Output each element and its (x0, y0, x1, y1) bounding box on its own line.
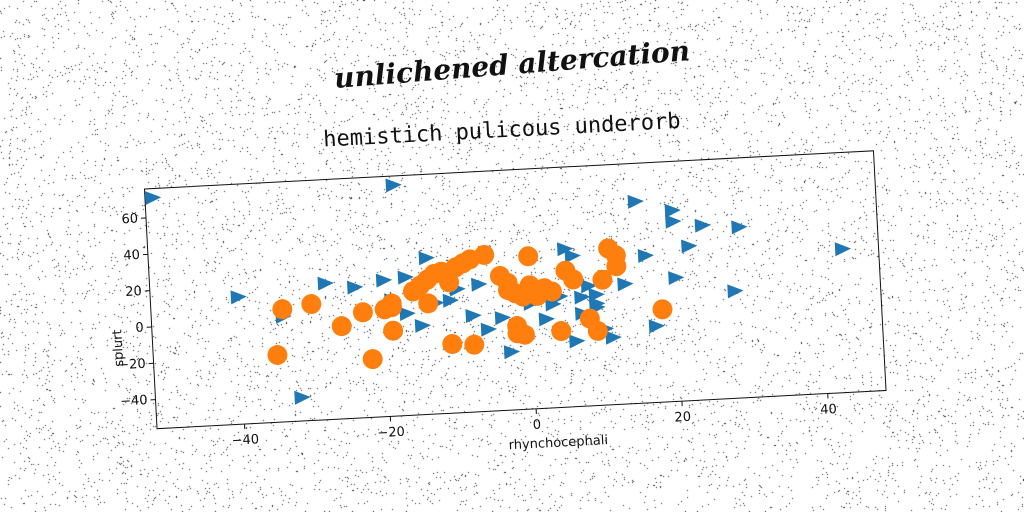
orange-circle-point (592, 269, 613, 290)
orange-circle-point (474, 244, 495, 265)
orange-circle-point (442, 334, 463, 355)
data-points (144, 178, 852, 405)
blue-triangle-point (727, 284, 744, 299)
orange-circle-point (439, 272, 460, 293)
blue-triangle-point (144, 191, 162, 206)
x-tick-label: 40 (820, 402, 837, 418)
y-axis-ticks: −40 −20 0 20 40 60 (118, 211, 156, 409)
orange-circle-point (362, 349, 383, 370)
blue-triangle-point (589, 297, 606, 312)
x-axis-ticks: −40 −20 0 20 40 (231, 393, 837, 449)
blue-triangle-point (317, 276, 334, 291)
y-tick-label: 20 (125, 284, 142, 300)
blue-triangle-point (375, 273, 393, 288)
blue-triangle-point (346, 280, 364, 295)
orange-circle-point (587, 320, 608, 341)
orange-circle-point (331, 316, 352, 337)
blue-triangle-point (465, 309, 482, 323)
blue-triangle-point (574, 290, 591, 305)
orange-circle-point (551, 321, 572, 342)
blue-triangle-point (294, 390, 311, 405)
orange-circle-point (272, 299, 293, 320)
blue-triangle-point (414, 318, 432, 333)
blue-triangle-point (681, 239, 698, 254)
y-tick-label: 60 (121, 211, 138, 227)
blue-triangle-point (637, 248, 655, 263)
y-tick-label: −20 (118, 357, 146, 373)
blue-triangle-point (627, 194, 644, 209)
y-tick-label: 0 (135, 320, 144, 335)
orange-circle-point (541, 281, 562, 302)
orange-circle-point (518, 246, 539, 267)
orange-circle-point (301, 294, 322, 315)
blue-triangle-point (471, 277, 488, 292)
blue-triangle-point (385, 178, 402, 193)
blue-triangle-point (694, 218, 711, 233)
x-tick-label: −20 (377, 425, 405, 441)
blue-triangle-point (569, 334, 586, 349)
orange-circle-point (514, 324, 535, 345)
blue-triangle-point (397, 270, 414, 285)
blue-triangle-point (442, 293, 460, 308)
blue-triangle-point (418, 251, 435, 266)
blue-triangle-point (494, 311, 512, 326)
chart-figure: hemistich pulicous underorb −40 −20 0 20 40 … (81, 78, 939, 491)
blue-triangle-point (605, 330, 622, 345)
x-tick-label: 0 (532, 418, 541, 433)
orange-circle-point (418, 293, 439, 314)
y-tick-label: −40 (120, 393, 148, 409)
orange-circle-point (606, 256, 627, 277)
blue-triangle-point (665, 214, 682, 229)
orange-circle-point (383, 320, 404, 341)
orange-circle-point (563, 269, 584, 290)
orange-circle-point (267, 344, 288, 365)
blue-triangle-point (664, 203, 681, 218)
orange-circle-point (352, 302, 373, 323)
x-tick-label: 20 (674, 410, 691, 426)
blue-triangle-point (538, 312, 556, 327)
axes-frame (143, 150, 887, 430)
blue-triangle-point (668, 271, 685, 286)
scatter-plot: −40 −20 0 20 40 −40 −20 0 20 40 60 (118, 150, 887, 449)
blue-triangle-point (556, 242, 574, 257)
blue-triangle-point (564, 249, 581, 264)
blue-triangle-point (731, 220, 748, 235)
orange-circle-point (464, 334, 485, 355)
blue-triangle-point (834, 242, 852, 257)
blue-triangle-point (580, 279, 598, 294)
blue-triangle-point (617, 277, 634, 292)
y-axis-label: splurt (110, 329, 128, 368)
blue-triangle-point (648, 319, 666, 334)
orange-circle-point (652, 299, 673, 320)
blue-triangle-point (480, 322, 498, 337)
y-tick-label: 40 (123, 248, 140, 264)
blue-triangle-point (230, 290, 247, 305)
blue-triangle-point (399, 306, 416, 321)
blue-triangle-point (503, 345, 521, 360)
x-tick-label: −40 (231, 432, 259, 448)
orange-circle-point (381, 293, 402, 314)
